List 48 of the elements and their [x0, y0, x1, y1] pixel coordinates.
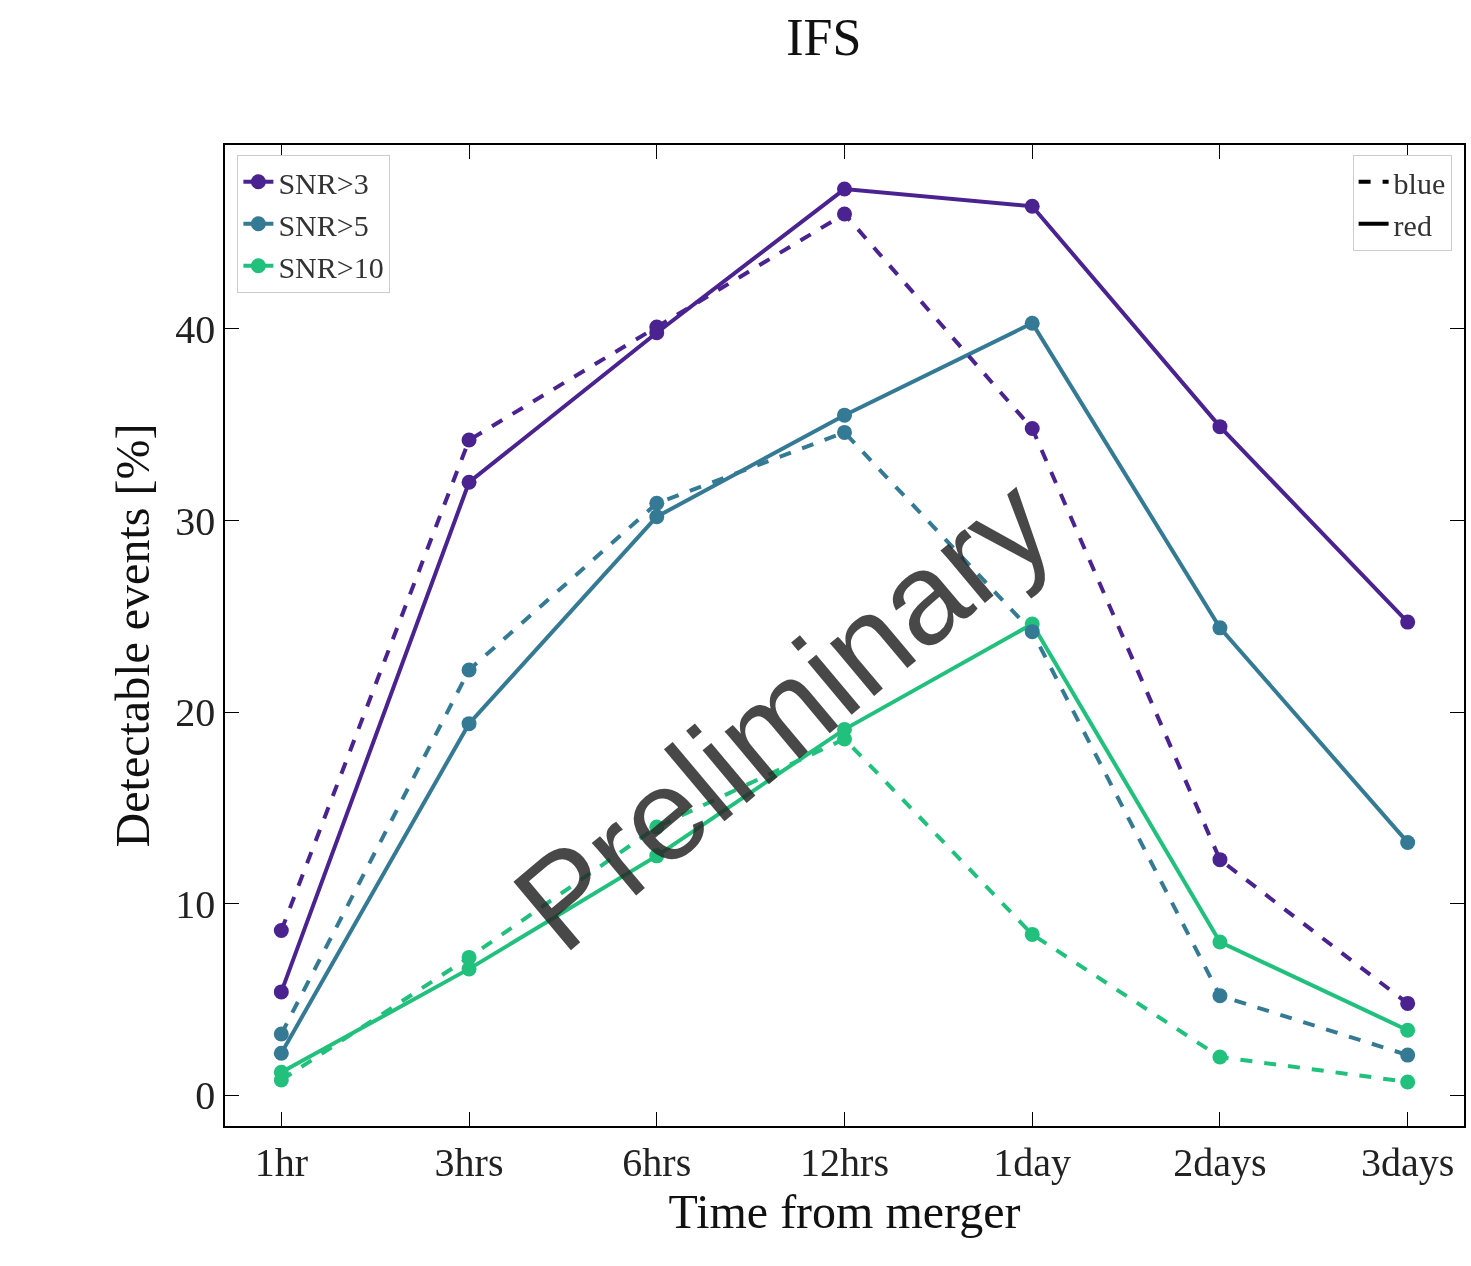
point	[461, 662, 477, 678]
point	[461, 716, 477, 732]
x-axis-title: Time from merger	[668, 1184, 1021, 1238]
point	[1400, 1047, 1416, 1063]
x-tick-label: 3hrs	[434, 1139, 504, 1185]
point	[1024, 421, 1040, 437]
point	[837, 424, 852, 440]
y-tick-label: 40	[175, 306, 216, 352]
x-tick-label: 3days	[1361, 1139, 1455, 1185]
y-tick-label: 30	[175, 498, 216, 544]
point	[1212, 934, 1228, 950]
point	[1212, 620, 1228, 636]
point	[1024, 315, 1040, 331]
legend-label: SNR>5	[278, 208, 369, 242]
point	[461, 432, 477, 448]
y-tick-label: 20	[175, 690, 216, 736]
point	[273, 984, 289, 1000]
point	[1212, 988, 1228, 1004]
point	[1212, 419, 1228, 435]
point	[837, 206, 852, 222]
point	[837, 407, 852, 423]
point	[461, 474, 477, 490]
point	[1024, 198, 1040, 214]
x-tick-label: 6hrs	[622, 1139, 692, 1185]
point	[1400, 614, 1416, 630]
point	[1400, 834, 1416, 850]
point	[1400, 1022, 1416, 1038]
x-tick-label: 1hr	[254, 1139, 308, 1185]
point	[461, 949, 477, 965]
x-tick-label: 2days	[1173, 1139, 1267, 1185]
point	[1400, 1074, 1416, 1090]
point	[273, 1026, 289, 1042]
y-tick-label: 0	[195, 1073, 216, 1119]
point	[273, 923, 289, 939]
legend-label: red	[1393, 208, 1432, 242]
point	[273, 1045, 289, 1061]
point	[1212, 1049, 1228, 1065]
legend-label: SNR>10	[278, 250, 384, 284]
legend-label: SNR>3	[278, 166, 369, 200]
point	[837, 181, 852, 197]
chart-title: IFS	[786, 9, 862, 67]
legend-label: blue	[1393, 166, 1446, 200]
point	[1212, 852, 1228, 868]
y-tick-label: 10	[175, 881, 216, 927]
point	[1400, 995, 1416, 1011]
x-tick-label: 1day	[993, 1139, 1072, 1185]
y-axis-title: Detectable events [%]	[106, 423, 160, 848]
x-tick-label: 12hrs	[800, 1139, 889, 1185]
